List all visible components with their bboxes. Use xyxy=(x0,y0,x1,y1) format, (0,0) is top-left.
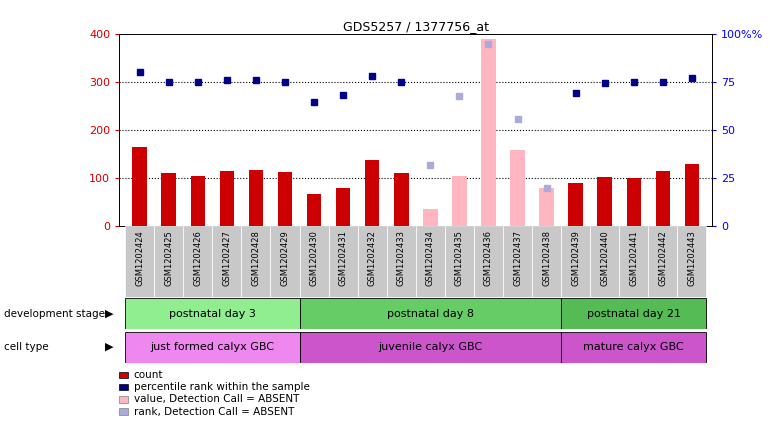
Bar xyxy=(306,194,321,226)
Text: cell type: cell type xyxy=(4,342,49,352)
Text: GSM1202430: GSM1202430 xyxy=(310,230,319,286)
Text: just formed calyx GBC: just formed calyx GBC xyxy=(150,342,274,352)
Bar xyxy=(126,226,154,297)
Bar xyxy=(300,332,561,363)
Bar xyxy=(358,226,387,297)
Bar xyxy=(561,332,706,363)
Bar xyxy=(539,188,554,226)
Bar xyxy=(387,226,416,297)
Bar xyxy=(561,226,590,297)
Bar xyxy=(365,160,380,226)
Bar xyxy=(627,178,641,226)
Bar xyxy=(242,226,270,297)
Bar xyxy=(300,298,561,329)
Bar xyxy=(678,226,706,297)
Bar xyxy=(685,164,699,226)
Bar xyxy=(190,176,205,226)
Text: GSM1202429: GSM1202429 xyxy=(280,230,290,286)
Title: GDS5257 / 1377756_at: GDS5257 / 1377756_at xyxy=(343,20,489,33)
Text: GSM1202426: GSM1202426 xyxy=(193,230,203,286)
Bar xyxy=(619,226,648,297)
Bar xyxy=(278,173,293,226)
Bar xyxy=(154,226,183,297)
Bar xyxy=(219,171,234,226)
Text: GSM1202442: GSM1202442 xyxy=(658,230,668,286)
Bar xyxy=(270,226,300,297)
Text: GSM1202432: GSM1202432 xyxy=(368,230,377,286)
Text: GSM1202438: GSM1202438 xyxy=(542,230,551,286)
Text: GSM1202440: GSM1202440 xyxy=(600,230,609,286)
Text: juvenile calyx GBC: juvenile calyx GBC xyxy=(378,342,482,352)
Bar xyxy=(119,384,129,390)
Bar xyxy=(474,226,503,297)
Bar xyxy=(394,173,409,226)
Text: value, Detection Call = ABSENT: value, Detection Call = ABSENT xyxy=(133,394,299,404)
Bar xyxy=(213,226,242,297)
Bar xyxy=(648,226,678,297)
Text: GSM1202436: GSM1202436 xyxy=(484,230,493,286)
Bar xyxy=(481,38,496,226)
Bar xyxy=(126,332,300,363)
Text: GSM1202433: GSM1202433 xyxy=(397,230,406,286)
Text: GSM1202439: GSM1202439 xyxy=(571,230,580,286)
Bar xyxy=(561,298,706,329)
Text: rank, Detection Call = ABSENT: rank, Detection Call = ABSENT xyxy=(133,407,294,417)
Text: GSM1202435: GSM1202435 xyxy=(455,230,464,286)
Text: postnatal day 8: postnatal day 8 xyxy=(387,309,474,319)
Bar xyxy=(598,177,612,226)
Bar xyxy=(162,173,176,226)
Bar xyxy=(445,226,474,297)
Bar xyxy=(183,226,213,297)
Text: development stage: development stage xyxy=(4,309,105,319)
Text: count: count xyxy=(133,370,163,380)
Text: GSM1202443: GSM1202443 xyxy=(688,230,696,286)
Text: ▶: ▶ xyxy=(105,309,114,319)
Bar xyxy=(119,408,129,415)
Bar xyxy=(452,176,467,226)
Text: GSM1202441: GSM1202441 xyxy=(629,230,638,286)
Bar xyxy=(126,298,300,329)
Text: GSM1202431: GSM1202431 xyxy=(339,230,347,286)
Text: percentile rank within the sample: percentile rank within the sample xyxy=(133,382,310,392)
Bar xyxy=(423,209,437,226)
Bar xyxy=(329,226,358,297)
Bar xyxy=(119,371,129,378)
Text: GSM1202437: GSM1202437 xyxy=(513,230,522,286)
Bar xyxy=(132,147,147,226)
Bar xyxy=(511,150,525,226)
Bar xyxy=(300,226,329,297)
Bar xyxy=(532,226,561,297)
Text: GSM1202427: GSM1202427 xyxy=(223,230,232,286)
Bar xyxy=(336,188,350,226)
Text: GSM1202425: GSM1202425 xyxy=(164,230,173,286)
Text: GSM1202428: GSM1202428 xyxy=(252,230,260,286)
Text: mature calyx GBC: mature calyx GBC xyxy=(584,342,684,352)
Text: ▶: ▶ xyxy=(105,342,114,352)
Bar xyxy=(568,183,583,226)
Bar xyxy=(249,170,263,226)
Bar xyxy=(119,396,129,403)
Text: postnatal day 3: postnatal day 3 xyxy=(169,309,256,319)
Text: GSM1202424: GSM1202424 xyxy=(136,230,144,286)
Text: postnatal day 21: postnatal day 21 xyxy=(587,309,681,319)
Bar xyxy=(416,226,445,297)
Bar xyxy=(655,171,670,226)
Bar xyxy=(503,226,532,297)
Text: GSM1202434: GSM1202434 xyxy=(426,230,435,286)
Bar xyxy=(590,226,619,297)
